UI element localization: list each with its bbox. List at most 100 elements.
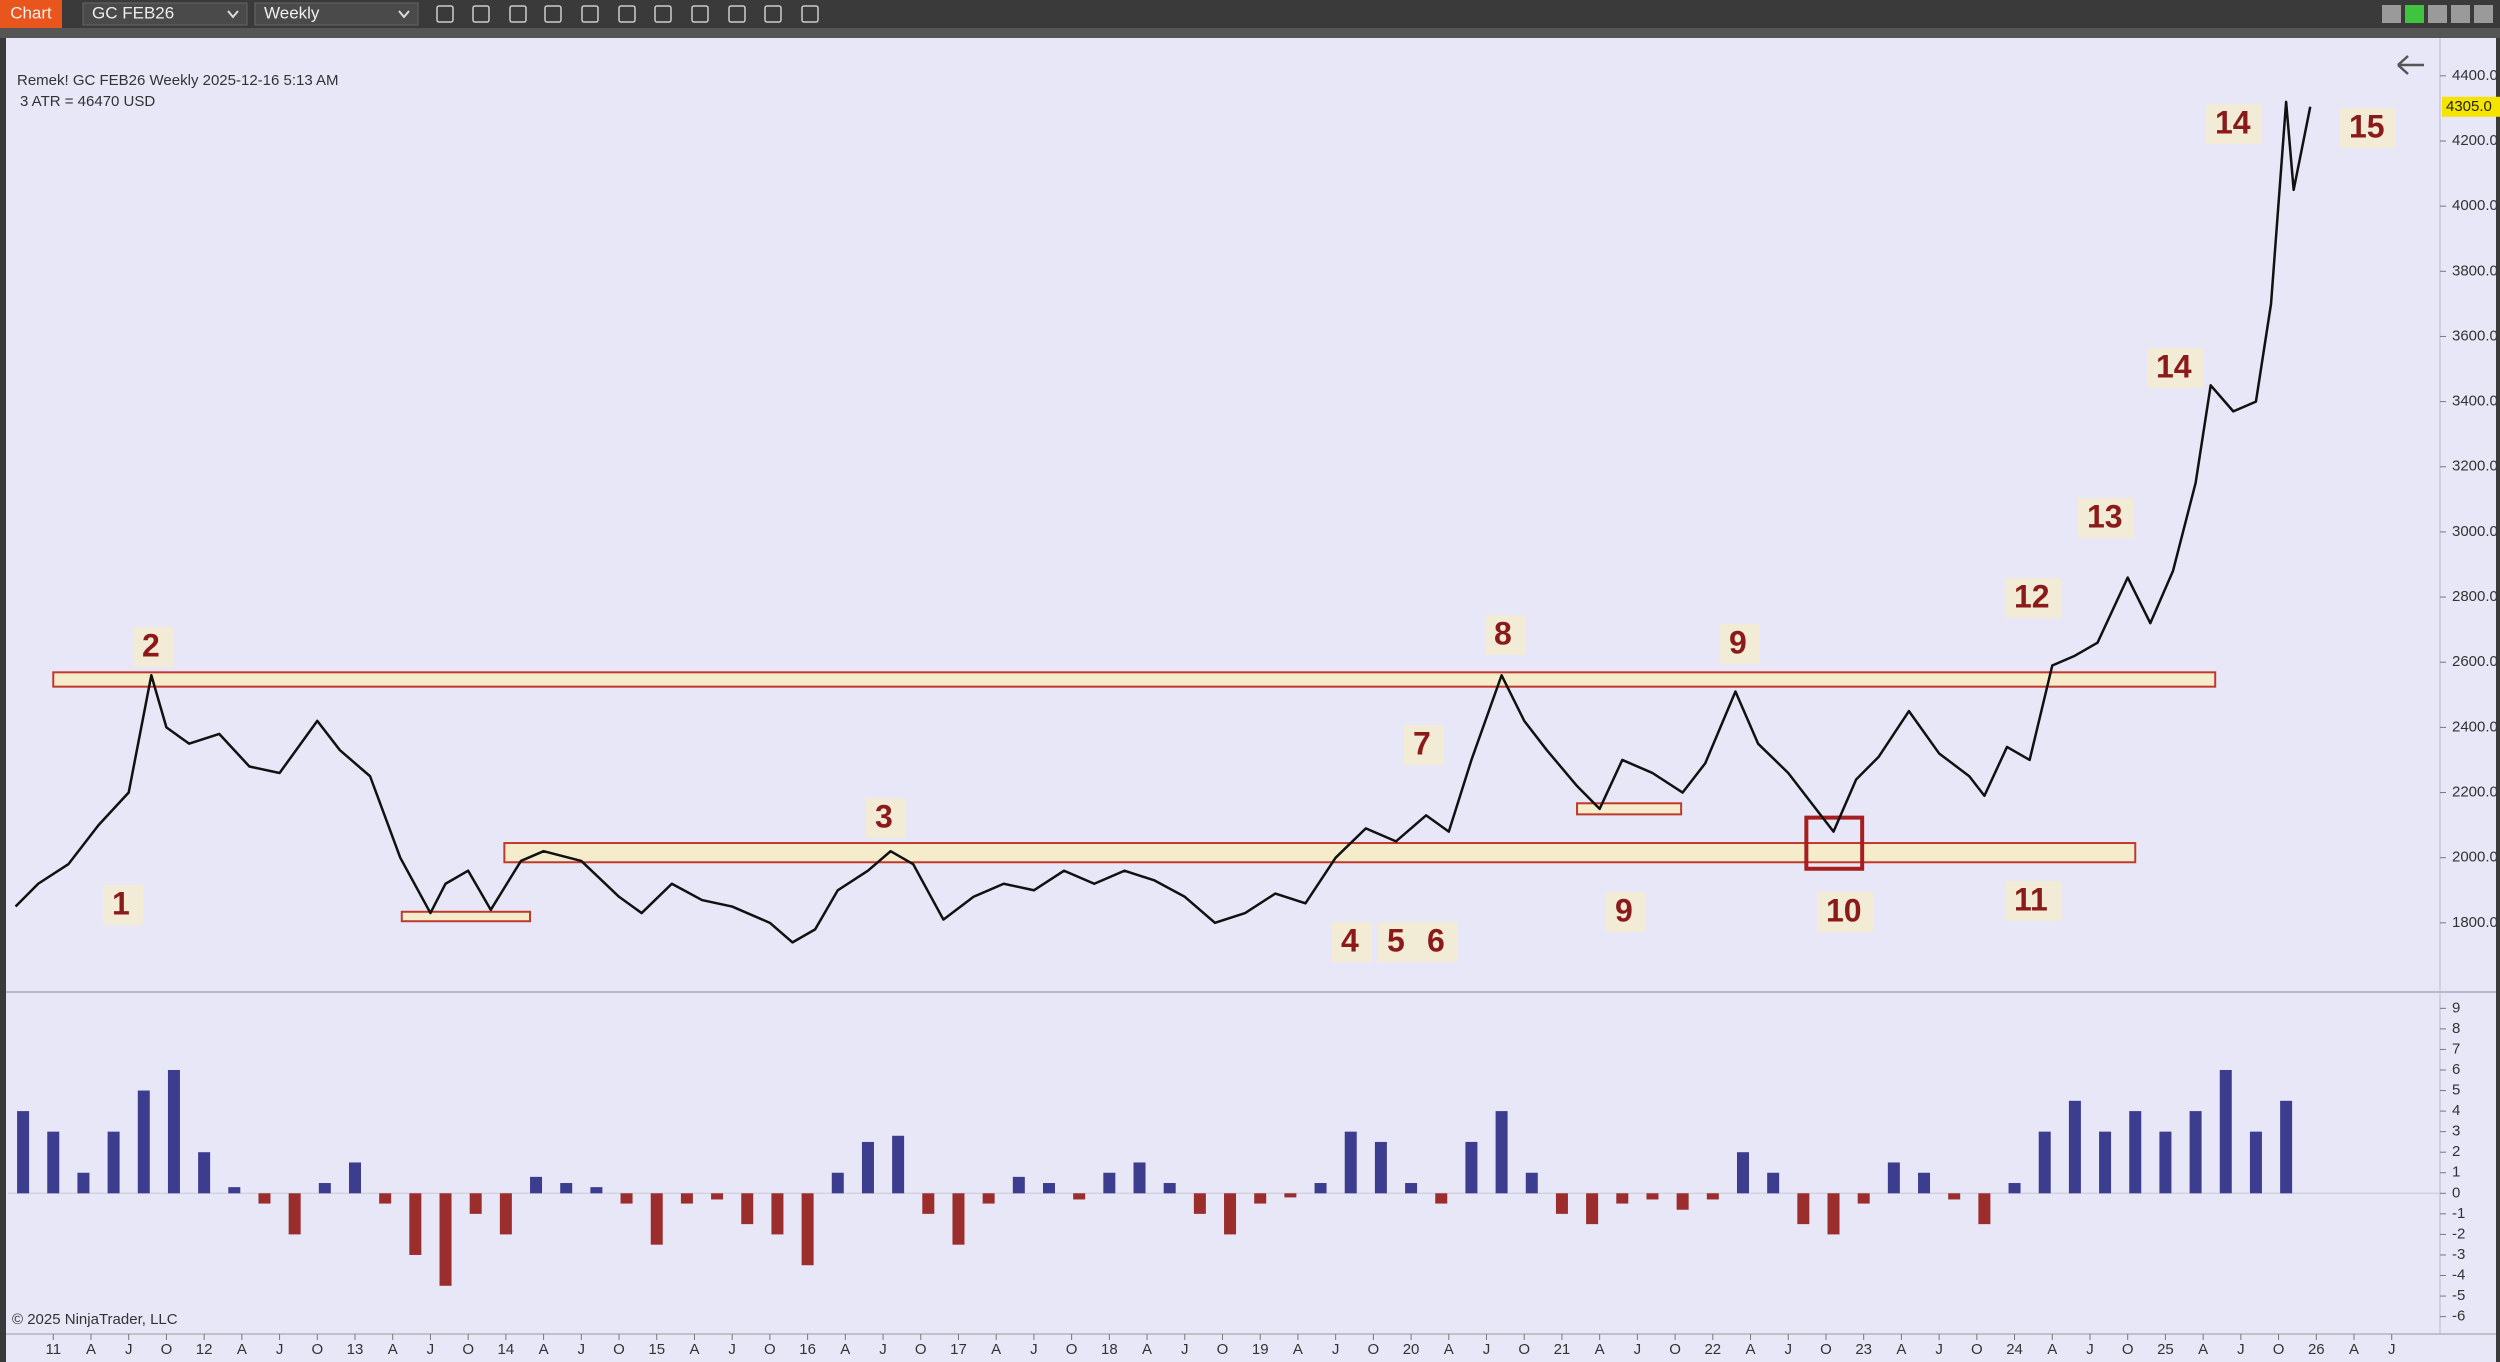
toolbar-icon[interactable] [544,5,562,23]
chart-tab[interactable] [0,0,62,28]
x-tick-label: O [1518,1341,1530,1358]
x-tick-label: O [1971,1341,1983,1358]
y-tick-label: 3600.0 [2452,327,2498,344]
histogram-bar [590,1187,603,1194]
x-tick-label: 13 [347,1341,364,1358]
histogram-bar [47,1131,60,1194]
y-tick-label: -5 [2452,1287,2465,1304]
x-tick-label: O [2122,1341,2134,1358]
toolbar-icon[interactable] [654,5,672,23]
histogram-bar [228,1187,241,1194]
window-button[interactable] [2382,5,2401,23]
annotation: 2 [142,627,160,663]
histogram-bar [680,1193,693,1204]
x-tick-label: 16 [799,1341,816,1358]
x-tick-label: A [2047,1341,2057,1358]
annotation: 1 [112,885,130,921]
x-tick-label: A [689,1341,699,1358]
x-tick-label: A [1444,1341,1454,1358]
histogram-bar [1827,1193,1840,1235]
toolbar-icon[interactable] [472,5,490,23]
x-tick-label: J [427,1341,435,1358]
y-tick-label: 2000.0 [2452,849,2498,866]
restore-button[interactable] [2451,5,2470,23]
histogram-bar [1555,1193,1568,1214]
x-tick-label: 17 [950,1341,967,1358]
x-tick-label: A [840,1341,850,1358]
window-button[interactable] [2405,5,2424,23]
x-tick-label: O [462,1341,474,1358]
toolbar-icon[interactable] [436,5,454,23]
toolbar-icon[interactable] [691,5,709,23]
frame [0,28,2500,38]
histogram-bar [469,1193,482,1214]
toolbar-icon[interactable] [801,5,819,23]
x-tick-label: A [2198,1341,2208,1358]
instrument-selector[interactable] [82,2,248,26]
histogram-bar [1193,1193,1206,1214]
histogram-bar [1374,1141,1387,1194]
annotation-bg [2147,348,2203,388]
x-tick-label: O [161,1341,173,1358]
x-tick-label: O [1368,1341,1380,1358]
y-tick-label: 3000.0 [2452,523,2498,540]
price-zone [1804,815,1865,871]
toolbar-icon[interactable] [728,5,746,23]
histogram-bar [530,1176,543,1194]
x-tick-label: J [578,1341,586,1358]
annotation-bg [2206,104,2262,144]
y-tick-label: 2 [2452,1143,2460,1160]
histogram-bar [258,1193,271,1204]
period-selector[interactable] [254,2,419,26]
annotation-bg [866,798,906,838]
back-arrow[interactable] [2397,55,2424,75]
annotation-bg [2340,108,2396,148]
histogram-bar [922,1193,935,1214]
histogram-bar [1254,1193,1267,1204]
y-tick-label: -2 [2452,1225,2465,1242]
x-tick-label: 19 [1252,1341,1269,1358]
x-tick-label: A [1293,1341,1303,1358]
annotation: 10 [1826,892,1862,928]
y-tick-label: 5 [2452,1082,2460,1099]
minimize-button[interactable] [2428,5,2447,23]
y-tick-label: 1 [2452,1164,2460,1181]
histogram-bar [801,1193,814,1266]
x-tick-label: 22 [1704,1341,1721,1358]
x-tick-label: J [125,1341,133,1358]
copyright: © 2025 NinjaTrader, LLC [12,1311,178,1328]
tab-label: Chart [10,3,52,22]
x-tick-label: J [2237,1341,2245,1358]
x-tick-label: 15 [648,1341,665,1358]
x-tick-label: J [1784,1341,1792,1358]
histogram-bar [1042,1183,1055,1194]
annotation: 6 [1427,922,1445,958]
toolbar-icon[interactable] [509,5,527,23]
instrument-label: GC FEB26 [92,3,174,22]
annotation-bg [133,627,173,667]
annotation-bg [1418,922,1458,962]
toolbar-icon[interactable] [581,5,599,23]
y-tick-label: 7 [2452,1040,2460,1057]
last-price-tag [2442,96,2500,117]
toolbar-icon[interactable] [764,5,782,23]
x-tick-label: A [1746,1341,1756,1358]
histogram-bar [17,1111,30,1194]
annotation: 8 [1494,615,1512,651]
close-button[interactable] [2474,5,2493,23]
histogram-bar [2038,1131,2051,1194]
histogram-bar [1646,1193,1659,1200]
price-line [14,100,2312,944]
annotation: 3 [875,798,893,834]
histogram-bar [620,1193,633,1204]
histogram-bar [982,1193,995,1204]
histogram-bar [1525,1172,1538,1194]
histogram-bar [2159,1131,2172,1194]
histogram-bar [1073,1193,1086,1200]
histogram-bar [892,1135,905,1194]
toolbar-icon[interactable] [618,5,636,23]
histogram-bar [771,1193,784,1235]
histogram-bar [288,1193,301,1235]
price-zone [52,671,2217,688]
